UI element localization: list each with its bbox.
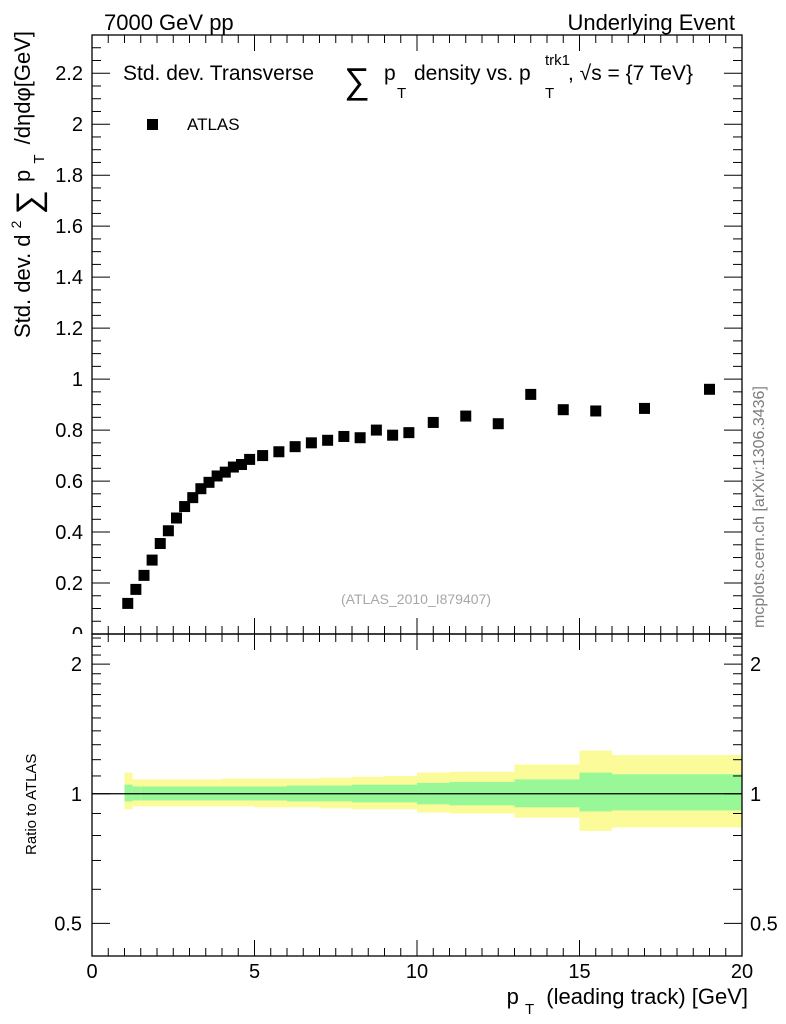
ratio-inner-band	[124, 784, 133, 802]
data-point	[460, 410, 472, 422]
title-sup-trk1: trk1	[545, 52, 570, 69]
data-point	[492, 418, 504, 430]
main-y-tick-label: 2.2	[55, 63, 83, 85]
x-axis-label: p T (leading track) [GeV]	[507, 984, 748, 1019]
ratio-bands	[124, 750, 742, 831]
data-point	[154, 538, 166, 550]
main-title: Std. dev. Transverse ∑ p T density vs. p…	[123, 47, 693, 103]
data-point	[171, 512, 182, 524]
title-prefix: Std. dev. Transverse	[123, 62, 314, 85]
title-sub-t2: T	[545, 85, 554, 102]
x-tick-label: 15	[568, 961, 590, 983]
main-axis-ticks	[91, 34, 743, 634]
main-y-axis-label: Std. dev. d 2 ∑ p T /dηdφ[GeV]	[1, 31, 49, 338]
title-sum-symbol: ∑	[344, 60, 370, 101]
ylabel-p: p	[10, 170, 35, 182]
main-y-tick-label: 0.2	[55, 573, 83, 595]
collision-label: 7000 GeV pp	[104, 10, 234, 35]
data-point	[138, 569, 150, 581]
x-tick-label: 5	[249, 961, 260, 983]
ratio-inner-band	[677, 774, 742, 811]
data-point	[187, 492, 199, 504]
data-point	[338, 430, 350, 442]
data-point	[203, 476, 215, 488]
data-point	[305, 437, 317, 449]
data-point	[273, 446, 285, 458]
ylabel-sum: ∑	[10, 190, 48, 214]
data-point	[122, 597, 134, 609]
ratio-y-tick-labels: 0.5 0.5 1 1 2 2	[54, 654, 778, 935]
main-y-tick-label: 1.6	[55, 216, 83, 238]
data-point	[162, 525, 174, 537]
main-y-tick-label: 1	[72, 369, 83, 391]
title-p: p	[384, 62, 396, 85]
ratio-y-tick-label-right: 0.5	[750, 913, 778, 935]
ylabel-sup2: 2	[8, 220, 24, 228]
ratio-inner-band	[579, 772, 612, 812]
ratio-y-tick-label-right: 1	[750, 784, 761, 806]
main-y-tick-labels: 0.2 0.4 0.6 0.8 1 1.2 1.4 1.6 1.8 2 2.2 0	[55, 63, 83, 646]
x-tick-labels: 0 5 10 15 20	[86, 961, 753, 983]
data-point	[130, 583, 142, 595]
main-y-tick-label-zero: 0	[72, 624, 83, 646]
data-point	[244, 453, 256, 465]
data-point	[590, 405, 602, 417]
data-point	[403, 427, 415, 439]
ylabel-sub-t: T	[31, 154, 48, 163]
data-point	[219, 466, 231, 478]
ratio-y-tick-label-right: 2	[750, 654, 761, 676]
x-tick-label: 0	[86, 961, 97, 983]
ylabel-suffix: /dηdφ[GeV]	[10, 31, 35, 144]
data-point	[146, 554, 158, 566]
main-y-tick-label: 2	[72, 114, 83, 136]
main-y-tick-label: 0.8	[55, 420, 83, 442]
main-panel: Std. dev. Transverse ∑ p T density vs. p…	[1, 31, 743, 646]
data-point	[257, 450, 269, 462]
main-data-points	[122, 383, 715, 609]
ratio-y-axis-label: Ratio to ATLAS	[23, 754, 40, 855]
data-point	[236, 458, 247, 470]
process-label: Underlying Event	[567, 10, 735, 35]
title-suffix: , √s = {7 TeV}	[568, 62, 693, 85]
main-y-tick-label: 0.6	[55, 471, 83, 493]
xlabel-suffix: (leading track) [GeV]	[546, 984, 748, 1009]
data-point	[322, 434, 334, 446]
ratio-y-tick-label-left: 2	[71, 654, 82, 676]
legend-marker	[147, 119, 158, 130]
data-point	[179, 501, 191, 513]
ratio-y-tick-label-left: 0.5	[54, 913, 82, 935]
x-tick-label: 10	[406, 961, 428, 983]
main-y-tick-label: 0.4	[55, 522, 83, 544]
ratio-panel: 0.5 0.5 1 1 2 2 0 5 10 15 20 Ratio to ATLAS p T (…	[23, 633, 778, 1019]
data-point	[211, 470, 223, 482]
data-point	[557, 404, 569, 416]
ylabel-prefix: Std. dev. d	[10, 234, 35, 338]
main-y-tick-label: 1.8	[55, 165, 83, 187]
title-sub-t: T	[397, 85, 406, 102]
main-y-tick-label: 1.2	[55, 318, 83, 340]
data-point	[525, 388, 537, 400]
x-tick-label: 20	[731, 961, 753, 983]
xlabel-sub-t: T	[525, 1001, 534, 1018]
watermark: mcplots.cern.ch [arXiv:1306.3436]	[751, 386, 768, 628]
data-point	[704, 383, 715, 395]
data-point	[354, 432, 366, 444]
legend-label: ATLAS	[187, 115, 240, 134]
legend: ATLAS	[147, 115, 240, 134]
analysis-label: (ATLAS_2010_I879407)	[341, 591, 491, 607]
data-point	[427, 416, 439, 428]
ratio-inner-band	[612, 774, 677, 811]
data-point	[387, 429, 399, 441]
data-point	[227, 461, 239, 473]
xlabel-p: p	[507, 984, 519, 1009]
main-y-tick-label: 1.4	[55, 267, 83, 289]
data-point	[370, 424, 382, 436]
data-point	[195, 483, 207, 495]
ratio-axis-ticks	[91, 634, 743, 956]
data-point	[289, 441, 301, 453]
ratio-y-tick-label-left: 1	[71, 784, 82, 806]
data-point	[639, 402, 650, 414]
title-mid: density vs. p	[414, 62, 531, 85]
